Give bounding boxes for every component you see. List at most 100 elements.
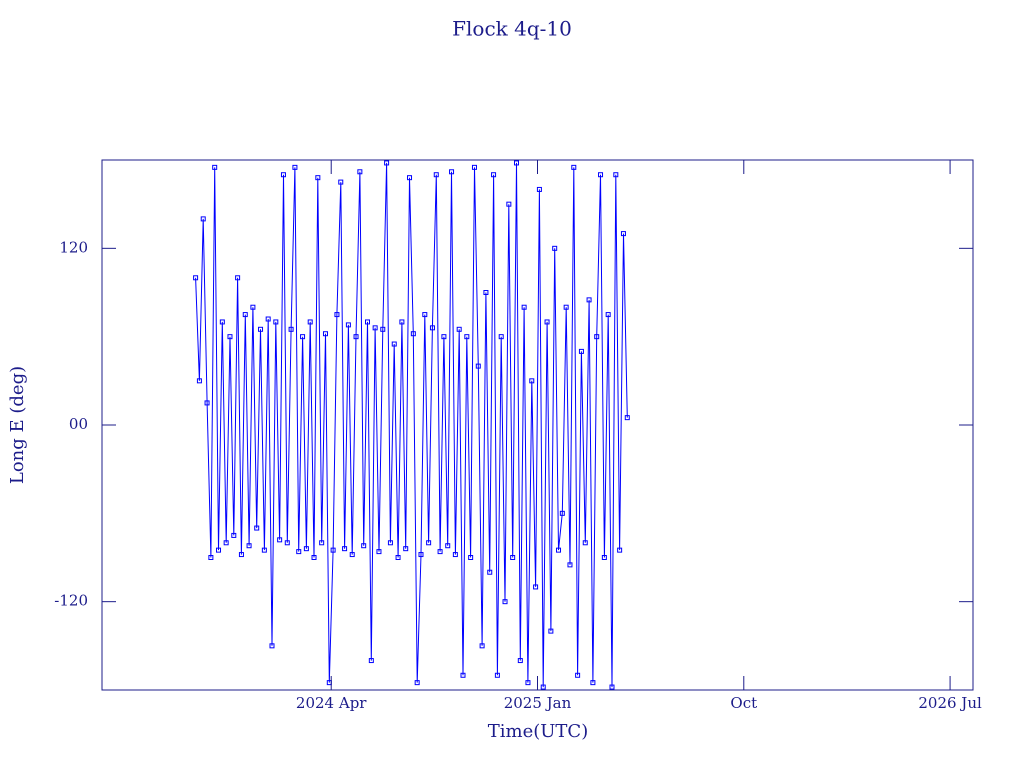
data-point (303, 546, 309, 552)
data-point (479, 643, 485, 649)
data-point (529, 378, 535, 384)
data-point (601, 555, 607, 560)
data-point (204, 400, 210, 406)
data-point (521, 304, 527, 310)
data-point (513, 160, 519, 166)
data-point (212, 164, 218, 170)
data-point (258, 326, 264, 332)
x-axis-label: Time(UTC) (488, 721, 588, 742)
data-point (319, 540, 325, 546)
data-point (582, 540, 588, 546)
data-point (273, 319, 279, 325)
data-point (322, 331, 328, 337)
data-point (605, 312, 611, 318)
data-point (506, 201, 512, 207)
x-tick-label: Oct (730, 694, 757, 712)
data-point (280, 172, 286, 178)
data-point (231, 532, 237, 538)
y-tick-label: -120 (54, 592, 88, 610)
data-point (456, 326, 462, 332)
data-point (261, 547, 267, 553)
data-point (552, 245, 558, 251)
data-point (334, 312, 340, 318)
data-point (598, 172, 604, 178)
data-point (387, 540, 393, 546)
data-point (525, 680, 531, 686)
data-point (517, 658, 523, 664)
data-point (567, 562, 573, 568)
data-point (349, 552, 355, 558)
data-point (399, 319, 405, 325)
data-point (571, 164, 577, 170)
data-point (227, 334, 233, 340)
data-point (265, 316, 271, 322)
data-point (563, 304, 569, 310)
data-point (449, 169, 455, 175)
data-point (353, 334, 359, 340)
y-axis-label: Long E (deg) (7, 366, 28, 484)
data-point (491, 172, 497, 178)
data-point (235, 275, 241, 281)
data-point (315, 175, 321, 181)
data-point (460, 672, 466, 678)
data-point (219, 319, 225, 325)
data-point (544, 319, 550, 325)
data-point (624, 415, 630, 421)
data-point (307, 319, 313, 325)
series-line (195, 162, 628, 688)
data-point (246, 543, 252, 549)
data-point (208, 555, 214, 560)
data-point (250, 304, 256, 310)
data-point (559, 510, 565, 516)
data-point (590, 680, 596, 686)
data-point (376, 549, 382, 555)
data-point (464, 334, 470, 340)
data-point (238, 552, 244, 558)
data-point (269, 643, 275, 649)
data-point (494, 672, 500, 678)
data-point (254, 525, 260, 531)
data-point (216, 547, 222, 553)
data-point (368, 658, 374, 664)
data-point (422, 312, 428, 318)
data-point (502, 599, 508, 605)
data-point (575, 672, 581, 678)
data-point (487, 569, 493, 575)
data-point (361, 543, 367, 549)
data-point (548, 628, 554, 634)
data-point (437, 549, 443, 555)
data-point (357, 169, 363, 175)
data-point (391, 341, 397, 347)
data-point (407, 175, 413, 181)
plot-area (193, 160, 630, 690)
data-point (609, 684, 615, 690)
data-point (556, 547, 562, 553)
data-point (475, 363, 481, 369)
data-point (498, 334, 504, 340)
data-point (277, 537, 283, 543)
data-point (380, 326, 386, 332)
data-point (292, 164, 298, 170)
data-point (403, 546, 409, 552)
data-point (342, 546, 348, 552)
data-point (395, 555, 401, 560)
data-point (620, 231, 626, 237)
data-point (426, 540, 432, 546)
data-point (284, 540, 290, 546)
data-point (586, 297, 592, 303)
data-point (617, 547, 623, 553)
data-point (196, 378, 202, 384)
data-point (223, 540, 229, 546)
data-point (338, 179, 344, 185)
data-point (483, 290, 489, 295)
data-point (200, 216, 206, 222)
chart-title: Flock 4q-10 (452, 17, 572, 41)
data-point (288, 326, 294, 332)
data-point (296, 549, 302, 555)
y-tick-label: 120 (59, 238, 88, 256)
data-point (372, 325, 378, 331)
data-point (452, 552, 458, 558)
data-point (365, 319, 371, 325)
data-point (311, 555, 317, 560)
